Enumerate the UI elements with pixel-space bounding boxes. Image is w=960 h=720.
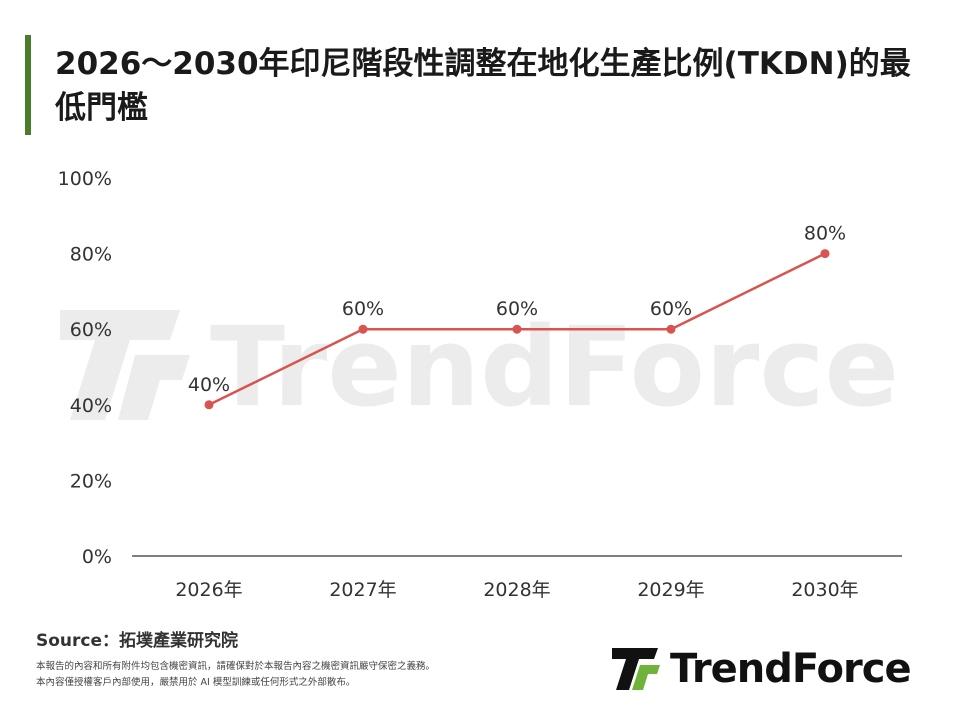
title-accent-bar bbox=[25, 35, 31, 135]
y-axis-ticks: 0% 20% 40% 60% 80% 100% bbox=[58, 168, 112, 568]
source-text: Source：拓墣產業研究院 bbox=[36, 631, 239, 651]
x-tick-label: 2026年 bbox=[175, 579, 242, 601]
chart-title: 2026～2030年印尼階段性調整在地化生產比例(TKDN)的最低門檻 bbox=[55, 46, 911, 126]
trendforce-watermark: TrendForce bbox=[60, 300, 910, 434]
x-tick-label: 2030年 bbox=[791, 579, 858, 601]
data-label: 40% bbox=[188, 374, 230, 396]
data-point bbox=[358, 324, 368, 334]
data-label: 80% bbox=[804, 223, 846, 245]
y-tick-label: 60% bbox=[70, 319, 112, 341]
data-label: 60% bbox=[650, 298, 692, 320]
trendforce-logo: TrendForce bbox=[612, 646, 912, 692]
y-tick-label: 0% bbox=[82, 546, 112, 568]
data-label: 60% bbox=[342, 298, 384, 320]
watermark-text: TrendForce bbox=[210, 303, 899, 430]
confidential-note-1: 本報告的內容和所有附件均包含機密資訊，請確保對於本報告內容之機密資訊嚴守保密之義… bbox=[36, 661, 436, 672]
y-tick-label: 80% bbox=[70, 244, 112, 266]
confidential-note-2: 本內容僅授權客戶內部使用，嚴禁用於 AI 模型訓練或任何形式之外部散布。 bbox=[36, 677, 356, 688]
data-point bbox=[512, 324, 522, 334]
logo-text: TrendForce bbox=[670, 646, 912, 692]
data-point bbox=[666, 324, 676, 334]
x-tick-label: 2029年 bbox=[637, 579, 704, 601]
data-points bbox=[204, 249, 830, 410]
line-chart: 0%20%40%60%80%100% 2026年 2027年 2028年 2029年 2… bbox=[58, 168, 902, 601]
x-axis-ticks: 2026年 2027年 2028年 2029年 2030年 bbox=[175, 579, 858, 601]
y-tick-label: 100% bbox=[58, 168, 112, 190]
data-point bbox=[820, 249, 830, 259]
y-tick-label: 20% bbox=[70, 470, 112, 492]
x-tick-label: 2028年 bbox=[483, 579, 550, 601]
x-tick-label: 2027年 bbox=[329, 579, 396, 601]
data-point bbox=[204, 400, 214, 410]
watermark-logo-icon bbox=[60, 310, 190, 420]
data-labels: 40% 60% 60% 60% 80% bbox=[188, 223, 846, 396]
y-tick-label: 40% bbox=[70, 395, 112, 417]
data-label: 60% bbox=[496, 298, 538, 320]
trendforce-logo-icon bbox=[612, 648, 660, 690]
